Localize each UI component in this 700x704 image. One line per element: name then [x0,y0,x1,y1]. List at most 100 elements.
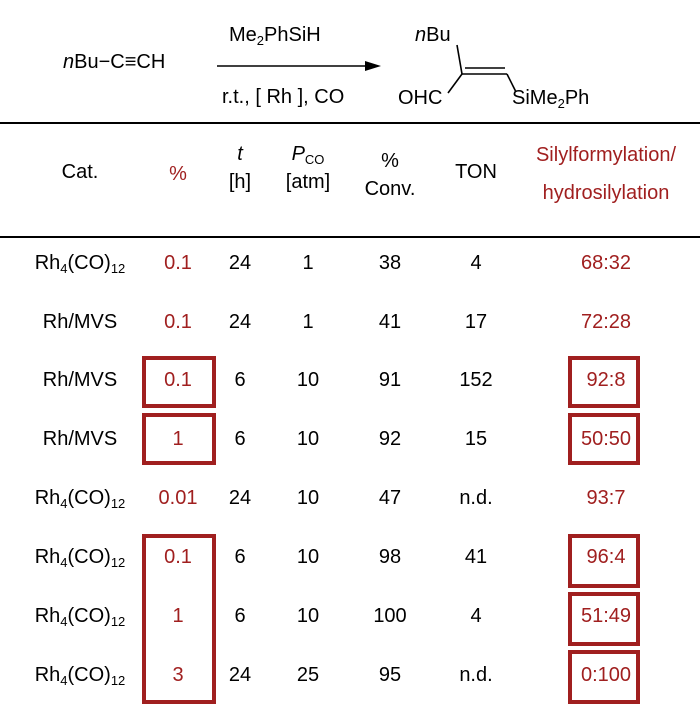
product-butyl-text: Bu [426,24,451,46]
catalyst-text-mid: (CO) [67,664,111,686]
product-bonds [447,44,517,94]
reagent-text-rest: PhSiH [264,24,321,46]
catalyst-subscript-2: 12 [110,261,126,276]
reaction-arrow [217,61,381,71]
cell-pressure: 1 [302,252,314,274]
header-time-symbol: t [237,143,243,165]
cell-loading-percent: 0.01 [158,487,198,509]
catalyst-text: Rh/MVS [42,369,118,391]
catalyst-text: Rh/MVS [42,428,118,450]
cell-loading-percent: 0.1 [164,546,192,568]
cell-loading-percent: 0.1 [164,311,192,333]
cell-pressure: 10 [296,428,320,450]
product-silyl-text: SiMe [512,87,558,109]
cell-selectivity-ratio: 96:4 [586,546,626,568]
header-selectivity-line2: hydrosilylation [542,182,670,204]
cell-selectivity-ratio: 93:7 [586,487,626,509]
cell-time: 6 [234,605,246,627]
product-silyl-subscript: 2 [557,96,565,111]
cell-catalyst: Rh4(CO)12 [0,486,160,510]
highlight-box-loading-rows6-8 [142,534,216,704]
cell-conversion: 92 [378,428,402,450]
highlight-box-ratio-row6 [568,534,640,588]
catalyst-subscript-2: 12 [110,673,126,688]
cell-pressure: 1 [302,311,314,333]
cell-loading-percent: 3 [172,664,184,686]
cell-pressure: 10 [296,546,320,568]
cell-loading-percent: 0.1 [164,369,192,391]
cell-ton: 15 [464,428,488,450]
catalyst-text-mid: (CO) [67,546,111,568]
catalyst-subscript: 4 [60,673,68,688]
cell-conversion: 95 [378,664,402,686]
catalyst-subscript: 4 [60,496,68,511]
reagent-subscript: 2 [256,33,265,48]
catalyst-text: Rh [34,252,61,274]
catalyst-text: Rh [34,546,61,568]
cell-pressure: 10 [296,605,320,627]
cell-ton: 4 [470,252,482,274]
catalyst-subscript: 4 [60,614,68,629]
highlight-box-ratio-row3 [568,356,640,408]
reactant-triple-bond: −C≡CH [98,51,166,73]
header-conversion: % Conv. [350,147,430,203]
cell-conversion: 47 [378,487,402,509]
header-conversion-label: Conv. [364,178,416,200]
cell-pressure: 25 [296,664,320,686]
header-conversion-percent: % [381,150,399,172]
cell-selectivity-ratio: 51:49 [580,605,632,627]
header-catalyst: Cat. [61,161,99,183]
cell-conversion: 41 [378,311,402,333]
cell-selectivity-ratio: 72:28 [580,311,632,333]
header-loading-percent: % [169,163,187,185]
cell-ton: 17 [464,311,488,333]
catalyst-text: Rh/MVS [42,311,118,333]
catalyst-text-mid: (CO) [67,487,111,509]
highlight-box-ratio-row7 [568,592,640,646]
cell-ton: 152 [459,369,493,391]
cell-catalyst: Rh/MVS [0,310,160,334]
header-pressure-unit: [atm] [285,171,331,193]
cell-catalyst: Rh/MVS [0,427,160,451]
cell-time: 24 [228,311,252,333]
cell-ton: n.d. [459,664,493,686]
header-ton: TON [455,161,497,183]
cell-time: 24 [228,664,252,686]
reactant-prefix: n [63,51,75,73]
product-silyl-text-rest: Ph [564,87,590,109]
cell-conversion: 38 [378,252,402,274]
cell-loading-percent: 0.1 [164,252,192,274]
cell-ton: 41 [464,546,488,568]
cell-time: 6 [234,428,246,450]
catalyst-text-mid: (CO) [67,252,111,274]
highlight-box-loading-row4 [142,413,216,465]
header-pressure: PCO [atm] [272,140,344,196]
reactant-group: Bu [74,51,99,73]
header-time: t [h] [220,140,260,196]
cell-selectivity-ratio: 0:100 [580,664,632,686]
header-time-unit: [h] [228,171,252,193]
cell-time: 6 [234,546,246,568]
product-butyl: nBu [415,24,451,47]
cell-time: 24 [228,487,252,509]
catalyst-text-mid: (CO) [67,605,111,627]
header-pressure-subscript: CO [304,152,325,167]
reagent-text: Me [229,24,257,46]
catalyst-subscript: 4 [60,261,68,276]
cell-catalyst: Rh/MVS [0,368,160,392]
cell-pressure: 10 [296,487,320,509]
cell-time: 6 [234,369,246,391]
header-pressure-symbol: P [291,143,305,165]
reagent: Me2PhSiH [229,24,321,47]
cell-loading-percent: 1 [172,428,184,450]
cell-catalyst: Rh4(CO)12 [0,545,160,569]
cell-catalyst: Rh4(CO)12 [0,663,160,687]
catalyst-subscript-2: 12 [110,614,126,629]
highlight-box-ratio-row4 [568,413,640,465]
reactant: nBu−C≡CH [63,51,165,74]
cell-conversion: 98 [378,546,402,568]
catalyst-subscript-2: 12 [110,496,126,511]
cell-selectivity-ratio: 50:50 [580,428,632,450]
catalyst-text: Rh [34,487,61,509]
catalyst-text: Rh [34,664,61,686]
